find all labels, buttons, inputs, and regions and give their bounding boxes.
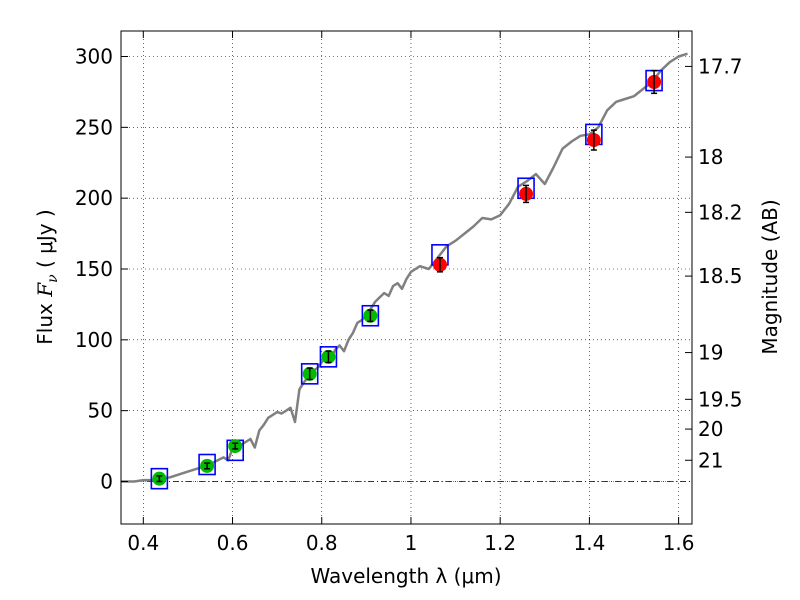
right-tick-label: 19 xyxy=(698,341,723,365)
right-tick-label: 18.2 xyxy=(698,200,743,224)
y-axis-label-subscript: ν xyxy=(45,274,61,283)
y-axis-label-symbol: F xyxy=(33,282,57,298)
model-square-marker xyxy=(361,304,380,327)
right-tick-label: 18 xyxy=(698,145,723,169)
y-tick-label: 250 xyxy=(75,115,113,139)
y-tick-label: 150 xyxy=(75,257,113,281)
y-tick-label: 300 xyxy=(75,45,113,69)
y-axis-label-prefix: Flux xyxy=(33,297,57,345)
x-tick-label: 0.4 xyxy=(127,531,159,555)
right-tick-label: 21 xyxy=(698,448,723,472)
axis-ticks: 0.4 0.6 0.8 1 1.2 1.4 1.6 0 50 100 150 200 250 300 17.… xyxy=(75,31,743,555)
x-tick-label: 1.6 xyxy=(663,531,695,555)
model-square-marker xyxy=(150,467,169,490)
x-tick-label: 1.4 xyxy=(573,531,605,555)
y-tick-label: 100 xyxy=(75,328,113,352)
grid-lines xyxy=(121,31,692,524)
plot-area-frame xyxy=(120,30,693,525)
data-points xyxy=(150,69,663,490)
model-square-marker xyxy=(300,363,319,385)
x-axis-label: Wavelength λ (μm) xyxy=(310,564,501,588)
y-axis-label: Flux Fν ( μJy ) xyxy=(33,209,61,344)
y-tick-label: 200 xyxy=(75,186,113,210)
right-tick-label: 18.5 xyxy=(698,264,743,288)
y-axis-label-suffix: ( μJy ) xyxy=(33,209,57,274)
x-tick-label: 0.6 xyxy=(217,531,249,555)
right-tick-label: 20 xyxy=(698,417,723,441)
model-square-marker xyxy=(319,346,338,368)
x-tick-label: 1.2 xyxy=(484,531,516,555)
y-tick-label: 0 xyxy=(100,470,113,494)
model-square-marker xyxy=(198,453,216,476)
right-tick-label: 19.5 xyxy=(698,387,743,411)
spectrum-line xyxy=(121,52,688,483)
right-axis-label: Magnitude (AB) xyxy=(758,199,782,354)
x-tick-label: 1 xyxy=(405,531,418,555)
x-tick-label: 0.8 xyxy=(306,531,338,555)
right-tick-label: 17.7 xyxy=(698,54,743,78)
spectrum-layer xyxy=(121,52,688,483)
y-tick-label: 50 xyxy=(88,399,113,423)
